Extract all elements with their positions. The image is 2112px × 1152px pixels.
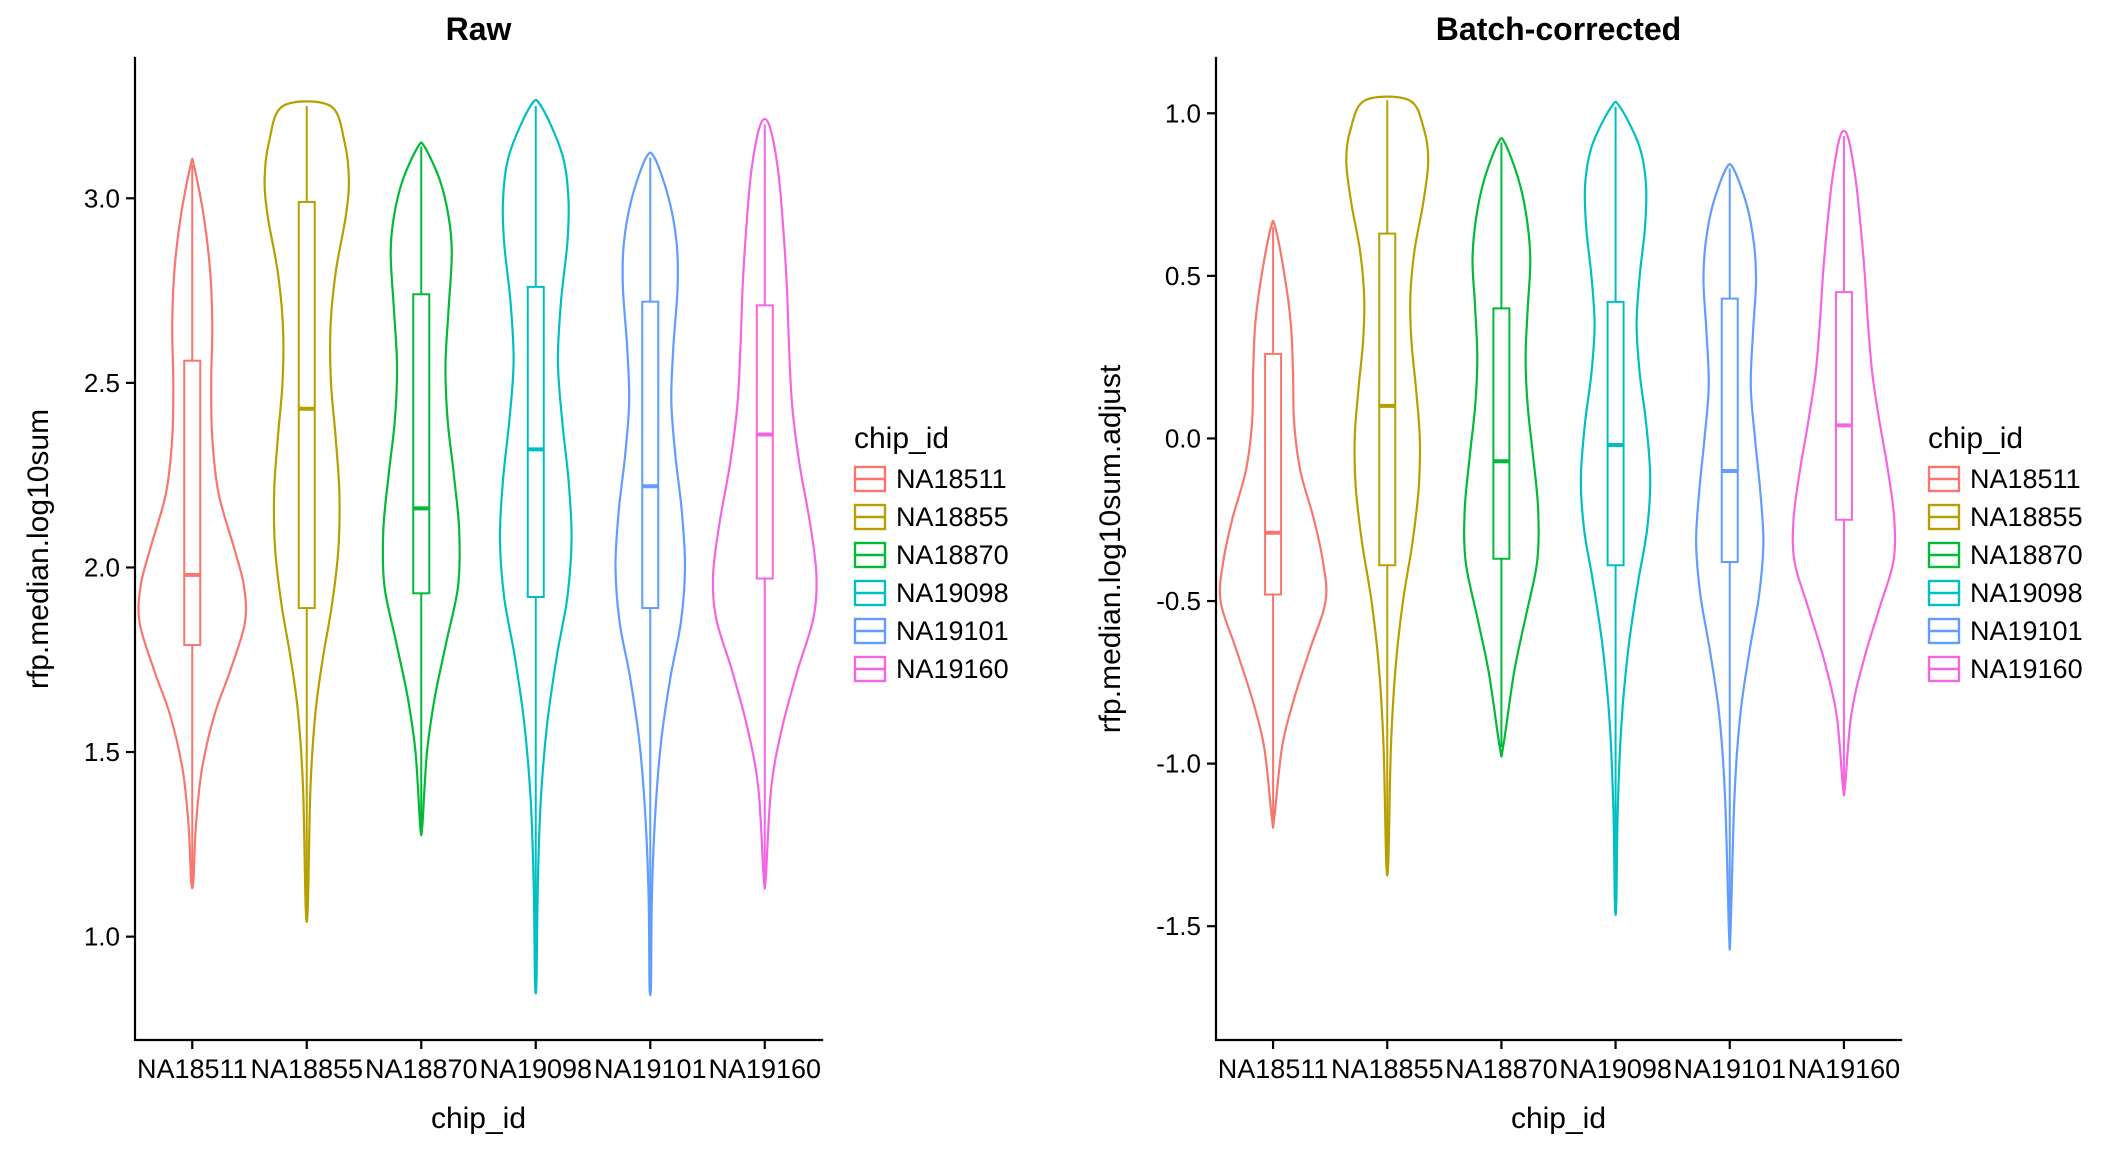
y-tick-label: 2.5	[84, 368, 120, 398]
boxplot-NA19101	[1720, 297, 1739, 564]
legend-label-NA19098: NA19098	[1970, 578, 2083, 608]
x-tick-label-NA19160: NA19160	[708, 1054, 821, 1084]
x-tick-label-NA18855: NA18855	[1331, 1054, 1444, 1084]
boxplot-NA19160	[755, 304, 774, 580]
panel-title: Batch-corrected	[1436, 11, 1681, 47]
panel-batch-corrected: -1.5 -1.0 -0.5 0.0 0.5 1.0 NA18511 NA18855 NA188…	[1056, 0, 2112, 1152]
violin-NA18511	[137, 157, 248, 890]
axis-lines	[133, 56, 824, 1042]
violin-NA18855	[263, 100, 351, 923]
x-tick-label-NA19098: NA19098	[1559, 1054, 1672, 1084]
boxplot-NA18855	[297, 200, 316, 610]
legend-label-NA19098: NA19098	[896, 578, 1009, 608]
boxplot-NA18870	[412, 293, 431, 595]
legend-item-NA18511: NA18511	[853, 464, 1007, 494]
boxplot-NA18511	[183, 359, 202, 646]
legend-label-NA19101: NA19101	[1970, 616, 2083, 646]
legend-item-NA18855: NA18855	[853, 502, 1009, 532]
legend-item-NA19098: NA19098	[853, 578, 1009, 608]
boxplot-NA18870	[1492, 307, 1511, 560]
x-tick-label-NA18511: NA18511	[137, 1054, 248, 1084]
violin-NA18870	[381, 141, 461, 837]
legend-item-NA18870: NA18870	[853, 540, 1009, 570]
legend-label-NA19160: NA19160	[1970, 654, 2083, 684]
legend-label-NA18511: NA18511	[896, 464, 1007, 494]
x-tick-label-NA19160: NA19160	[1788, 1054, 1901, 1084]
violin-NA19160	[711, 117, 818, 890]
legend-label-NA19101: NA19101	[896, 616, 1009, 646]
y-tick-label: 3.0	[84, 183, 120, 213]
legend-item-NA19160: NA19160	[853, 654, 1009, 684]
legend-item-NA19101: NA19101	[1927, 616, 2083, 646]
legend-label-NA18855: NA18855	[896, 502, 1009, 532]
x-tick-label-NA18855: NA18855	[250, 1054, 363, 1084]
y-tick-label: -1.0	[1156, 749, 1201, 779]
y-axis-title: rfp.median.log10sum	[22, 409, 55, 689]
y-tick-label: 0.5	[1165, 261, 1201, 291]
panel-raw: 1.0 1.5 2.0 2.5 3.0 NA18511 NA18855 NA18870 NA19…	[22, 11, 1009, 1135]
y-tick-label: 1.0	[84, 922, 120, 952]
x-axis-title: chip_id	[431, 1102, 526, 1135]
violin-NA18855	[1345, 95, 1430, 877]
legend-item-NA18511: NA18511	[1927, 464, 2081, 494]
legend-label-NA18870: NA18870	[896, 540, 1009, 570]
boxplot-NA19160	[1834, 291, 1853, 521]
x-tick-label-NA18870: NA18870	[365, 1054, 478, 1084]
x-tick-label-NA19098: NA19098	[479, 1054, 592, 1084]
legend-label-NA18855: NA18855	[1970, 502, 2083, 532]
x-tick-label-NA18870: NA18870	[1445, 1054, 1558, 1084]
legend-label-NA19160: NA19160	[896, 654, 1009, 684]
boxplot-NA19098	[526, 285, 545, 598]
boxplot-NA18855	[1378, 232, 1397, 567]
boxplot-NA19098	[1606, 300, 1625, 567]
boxplot-NA18511	[1264, 352, 1283, 596]
legend-item-NA19101: NA19101	[853, 616, 1009, 646]
y-tick-label: 1.0	[1165, 98, 1201, 128]
boxplot-NA19101	[641, 300, 660, 610]
legend-item-NA19098: NA19098	[1927, 578, 2083, 608]
legend-item-NA18855: NA18855	[1927, 502, 2083, 532]
legend-label-NA18511: NA18511	[1970, 464, 2081, 494]
legend-item-NA19160: NA19160	[1927, 654, 2083, 684]
x-tick-label-NA19101: NA19101	[594, 1054, 707, 1084]
violin-NA19160	[1791, 129, 1897, 797]
violin-NA18870	[1463, 136, 1540, 758]
x-tick-label-NA18511: NA18511	[1218, 1054, 1329, 1084]
legend-item-NA18870: NA18870	[1927, 540, 2083, 570]
y-tick-label: 2.0	[84, 552, 120, 582]
x-axis-title: chip_id	[1511, 1102, 1606, 1135]
y-axis-title: rfp.median.log10sum.adjust	[1094, 364, 1127, 733]
axis-lines	[1214, 56, 1903, 1042]
y-tick-label: 0.0	[1165, 423, 1201, 453]
legend-label-NA18870: NA18870	[1970, 540, 2083, 570]
x-tick-label-NA19101: NA19101	[1673, 1054, 1786, 1084]
panel-title: Raw	[446, 11, 512, 47]
y-tick-label: 1.5	[84, 737, 120, 767]
violin-NA18511	[1218, 219, 1328, 829]
violin-NA19101	[1694, 162, 1765, 951]
legend-title: chip_id	[1928, 422, 2023, 455]
y-tick-label: -1.5	[1156, 911, 1201, 941]
legend-title: chip_id	[854, 422, 949, 455]
y-tick-label: -0.5	[1156, 586, 1201, 616]
